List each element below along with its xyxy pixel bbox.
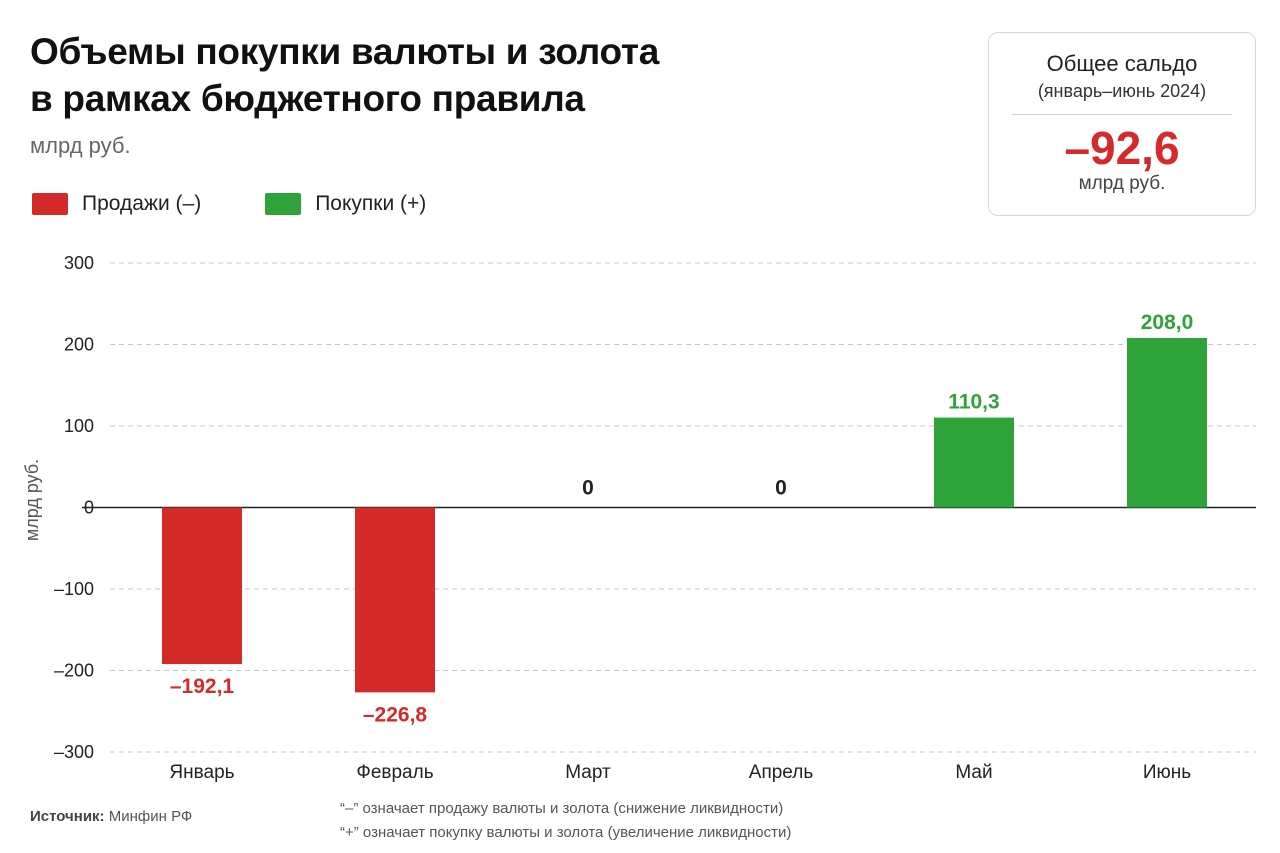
value-label: –192,1 [170,675,235,698]
labels-layer: –192,1 Январь –226,8 Февраль 0 Март 0 Апрель 110… [169,311,1193,783]
footnote-plus: “+” означает покупку валюты и золота (ув… [340,824,792,841]
x-tick-label: Апрель [749,762,814,783]
legend-swatch-purchases [265,193,302,215]
summary-value: –92,6 [1064,122,1180,174]
value-label: 0 [775,477,787,500]
legend-item-purchases: Покупки (+) [265,192,426,216]
bar-2 [355,507,435,693]
bars-layer [162,337,1207,693]
chart-subtitle: млрд руб. [30,133,131,158]
x-tick-label: Июнь [1143,762,1191,783]
value-label: 208,0 [1141,311,1194,334]
y-tick-label: –100 [54,579,94,599]
x-tick-label: Март [565,762,611,783]
legend-label-purchases: Покупки (+) [315,192,427,215]
bar-1 [162,507,242,665]
legend-swatch-sales [32,193,68,215]
summary-unit: млрд руб. [1078,173,1166,194]
source-label: Источник: [30,808,105,825]
chart-title-line1: Объемы покупки валюты и золота [30,31,659,72]
y-tick-label: 100 [64,416,94,436]
y-tick-label: 0 [84,498,94,518]
x-tick-label: Февраль [356,762,433,783]
value-label: –226,8 [363,703,428,726]
legend-item-sales: Продажи (–) [32,192,201,216]
x-tick-label: Январь [169,762,234,783]
chart-title: Объемы покупки валюты и золота в рамках … [30,28,930,122]
source-note: Источник: Минфин РФ [30,808,192,825]
value-label: 110,3 [948,391,999,414]
footnotes: “–” означает продажу валюты и золота (сн… [340,797,791,845]
summary-divider [1012,114,1232,115]
legend: Продажи (–) Покупки (+) [32,188,490,220]
y-tick-label: –200 [54,661,94,681]
y-tick-label: –300 [54,742,94,762]
bar-5 [934,417,1014,508]
chart-title-line2: в рамках бюджетного правила [30,78,585,119]
x-tick-label: Май [955,762,992,783]
footnote-minus: “–” означает продажу валюты и золота (сн… [340,800,784,817]
summary-period: (январь–июнь 2024) [1037,81,1207,101]
y-tick-label: 300 [64,253,94,273]
summary-box: Общее сальдо (январь–июнь 2024) –92,6 мл… [988,32,1256,216]
bar-6 [1127,337,1207,508]
y-axis-label: млрд руб. [22,459,42,541]
source-value: Минфин РФ [108,808,193,825]
y-tick-label: 200 [64,335,94,355]
legend-label-sales: Продажи (–) [82,192,202,215]
value-label: 0 [582,477,594,500]
grid-layer: 300 200 100 0 –100 –200 –300 [54,253,1256,762]
summary-title: Общее сальдо [1046,51,1198,76]
